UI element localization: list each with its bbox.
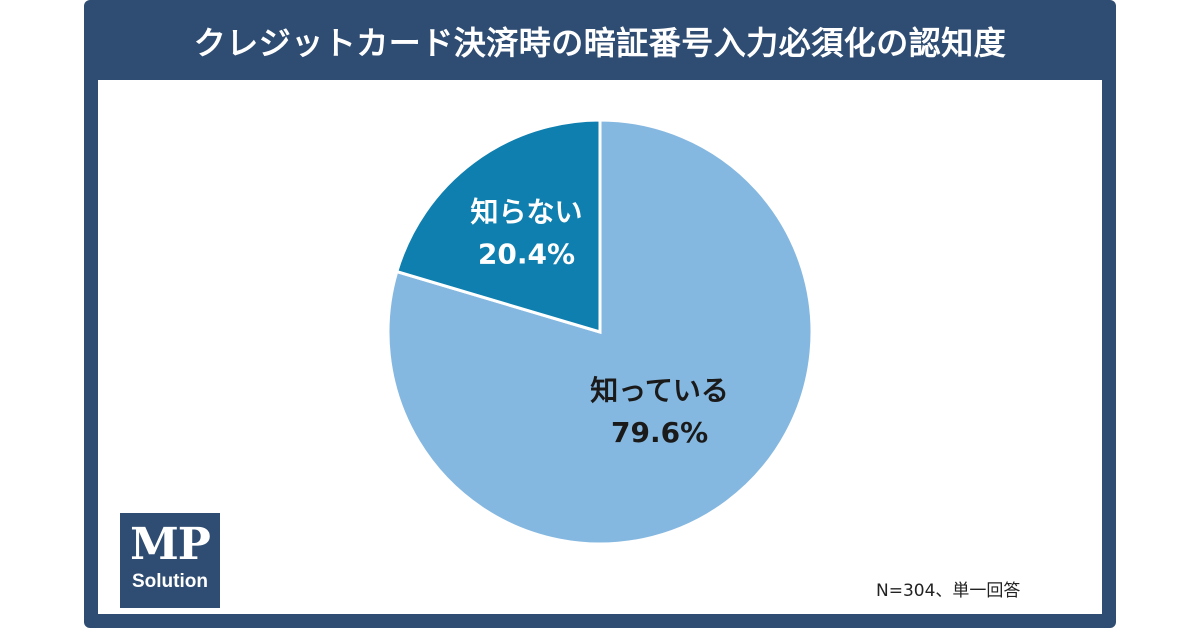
sample-note: N=304、単一回答 [876, 581, 1021, 601]
logo-sub-text: Solution [132, 571, 208, 592]
pie-slice-1 [394, 118, 602, 335]
pie-slice-0-label: 知っている [590, 374, 729, 407]
pie-slice-0-value: 79.6% [611, 416, 708, 449]
logo-main-text: MP [130, 519, 211, 570]
pie-chart: 知っている 79.6% 知らない 20.4% [386, 118, 814, 546]
chart-frame: クレジットカード決済時の暗証番号入力必須化の認知度 知っている 79.6% 知らない… [84, 0, 1116, 628]
pie-slice-1-label: 知らない [470, 195, 582, 228]
pie-slice-1-value: 20.4% [478, 237, 575, 270]
chart-title: クレジットカード決済時の暗証番号入力必須化の認知度 [193, 24, 1007, 62]
mp-solution-logo: MP Solution [120, 513, 220, 608]
chart-panel: 知っている 79.6% 知らない 20.4% MP Solution N=304、単一… [98, 80, 1102, 614]
pie-slice-0 [386, 118, 814, 546]
